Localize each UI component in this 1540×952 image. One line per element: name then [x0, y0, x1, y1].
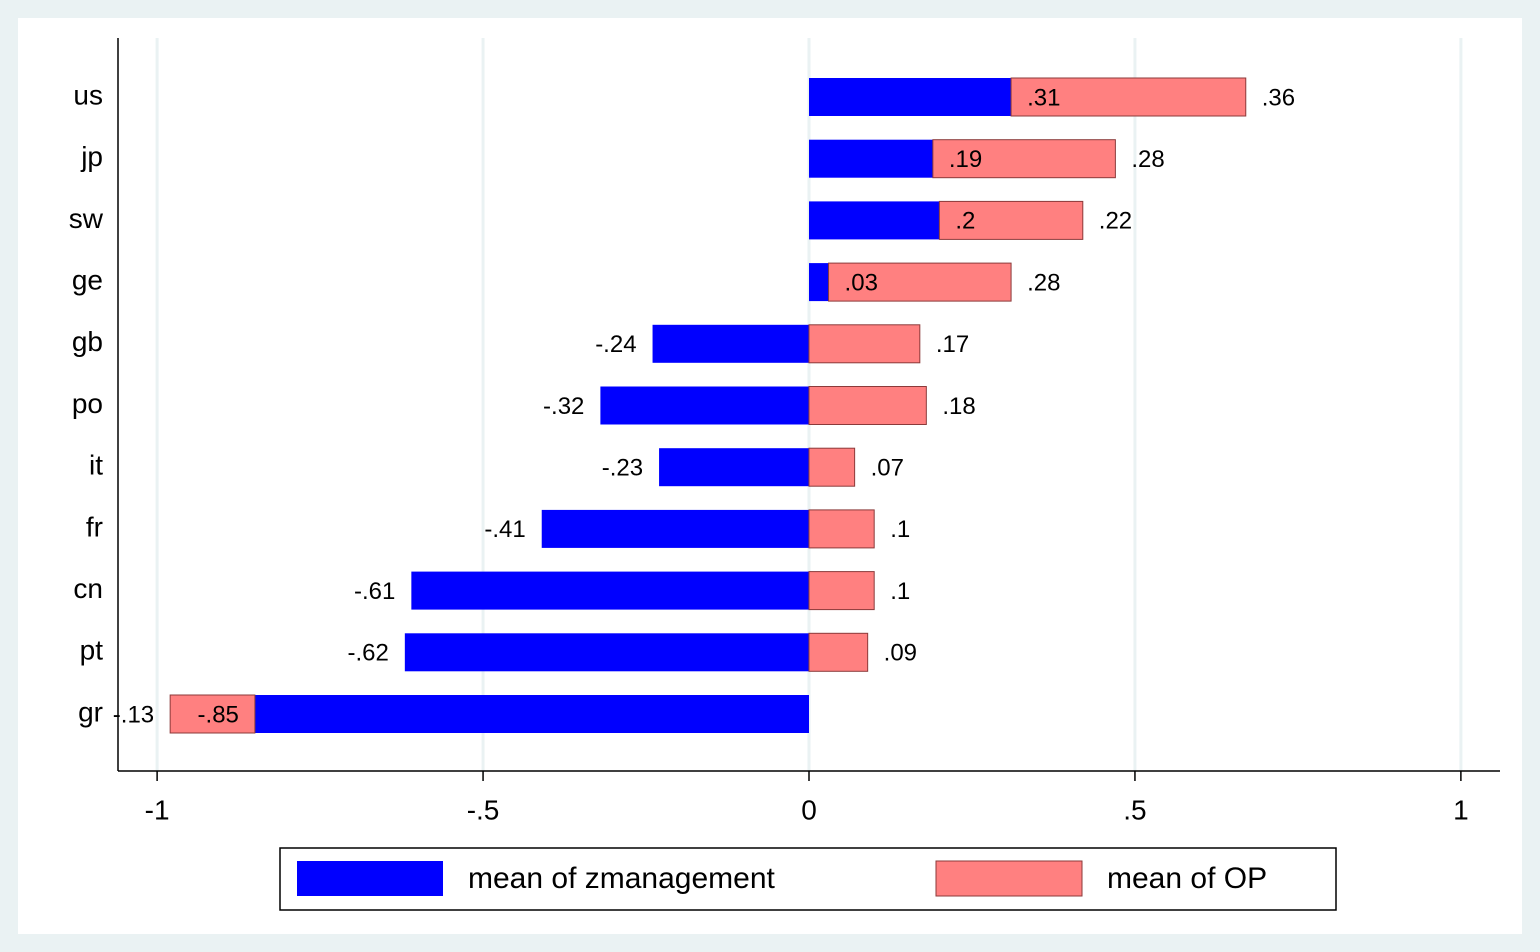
y-tick-label: it [89, 450, 103, 481]
data-label: .03 [845, 269, 878, 296]
y-tick-label: gb [72, 326, 103, 357]
data-label: -.41 [484, 516, 525, 543]
bar [808, 324, 921, 364]
bar [1010, 77, 1247, 117]
bar [809, 263, 829, 302]
bar [541, 509, 809, 548]
data-label: -.62 [347, 640, 388, 667]
data-label: .07 [871, 455, 904, 482]
bar [600, 386, 809, 425]
data-label: .2 [955, 208, 975, 235]
bar [659, 448, 809, 487]
data-label: -.32 [543, 393, 584, 420]
data-label: .28 [1027, 269, 1060, 296]
bar [254, 695, 809, 733]
x-tick-label: -.5 [467, 794, 500, 825]
bar [809, 201, 940, 240]
y-tick-label: pt [80, 635, 104, 666]
legend-label: mean of zmanagement [468, 862, 776, 895]
data-label: -.24 [595, 331, 636, 358]
bar [808, 386, 927, 425]
y-tick-label: us [73, 79, 103, 110]
data-label: -.85 [198, 701, 239, 728]
data-label: .17 [936, 331, 969, 358]
legend-label: mean of OP [1107, 862, 1267, 895]
bar [808, 571, 875, 611]
y-tick-label: cn [73, 573, 103, 604]
y-tick-label: ge [72, 264, 103, 295]
data-label: .18 [942, 393, 975, 420]
bar [809, 78, 1012, 116]
x-tick-label: 1 [1453, 794, 1469, 825]
data-label: -.61 [354, 578, 395, 605]
data-label: -.23 [602, 455, 643, 482]
data-label: .09 [884, 640, 917, 667]
x-tick-label: .5 [1123, 794, 1146, 825]
y-tick-label: po [72, 388, 103, 419]
bar [808, 509, 875, 549]
data-label: .1 [890, 578, 910, 605]
bar [404, 633, 809, 672]
bar [169, 694, 256, 734]
bar [808, 632, 869, 672]
data-label: .36 [1262, 84, 1295, 111]
data-label: .19 [949, 146, 982, 173]
bar [652, 324, 809, 363]
y-tick-label: gr [78, 696, 103, 727]
data-label: .31 [1027, 84, 1060, 111]
bar [411, 571, 809, 610]
bar [938, 200, 1084, 240]
legend-swatch [297, 861, 443, 896]
legend-box [279, 847, 1337, 911]
bar [932, 139, 1116, 179]
y-tick-label: jp [80, 141, 103, 172]
legend-swatch [935, 860, 1083, 897]
bar [808, 447, 856, 487]
x-tick-label: -1 [145, 794, 170, 825]
data-label: .1 [890, 516, 910, 543]
x-tick-label: 0 [801, 794, 817, 825]
bar [828, 262, 1012, 302]
y-tick-label: fr [86, 511, 103, 542]
data-label: .28 [1131, 146, 1164, 173]
bar [809, 139, 933, 178]
data-label: .22 [1099, 208, 1132, 235]
data-label: -.13 [113, 701, 154, 728]
y-tick-label: sw [69, 203, 104, 234]
